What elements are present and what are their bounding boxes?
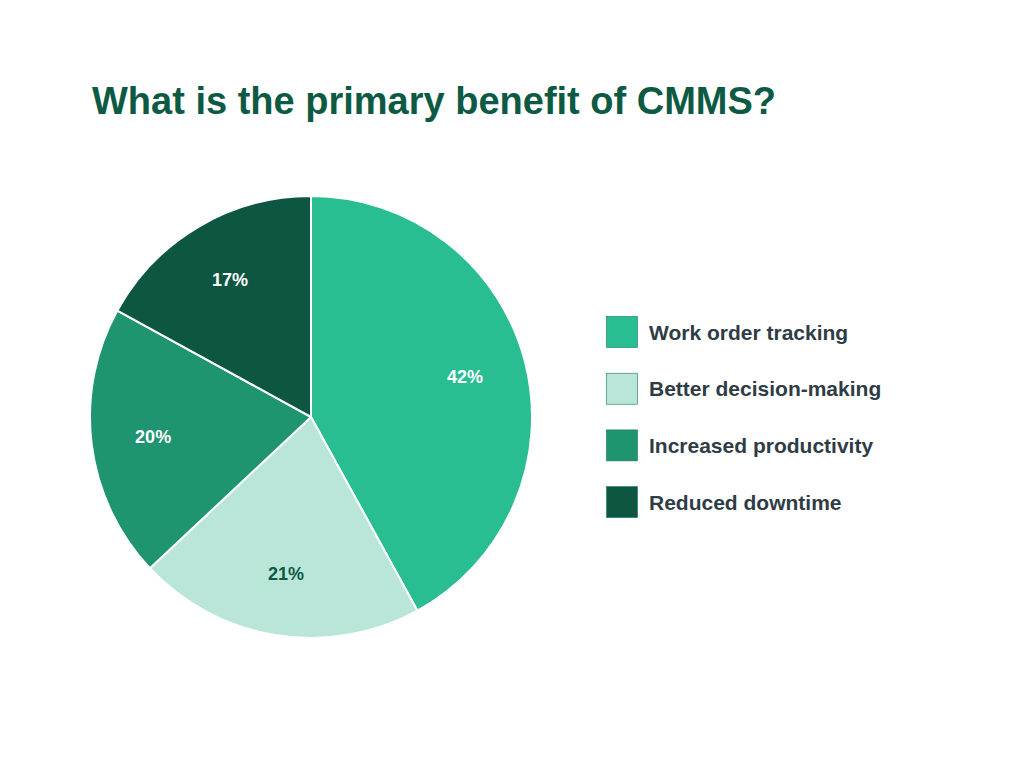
- data-label: 20%: [135, 427, 171, 447]
- chart: What is the primary benefit of CMMS? 42% 2…: [0, 0, 1024, 764]
- data-label: 42%: [447, 367, 483, 387]
- legend: Work order tracking Better decision-makin…: [607, 317, 882, 518]
- legend-label: Increased productivity: [649, 434, 873, 457]
- legend-swatch: [607, 317, 638, 348]
- legend-swatch: [607, 373, 638, 404]
- legend-swatch: [607, 487, 638, 518]
- legend-label: Better decision-making: [649, 377, 881, 400]
- legend-label: Work order tracking: [649, 321, 848, 344]
- title: What is the primary benefit of CMMS?: [92, 80, 776, 122]
- data-labels: 42% 21% 20% 17%: [135, 270, 483, 584]
- background: [0, 0, 1024, 764]
- legend-swatch: [607, 430, 638, 461]
- slices: [90, 196, 532, 638]
- pie-slice: [117, 196, 311, 417]
- legend-label: Reduced downtime: [649, 491, 842, 514]
- data-label: 21%: [268, 564, 304, 584]
- data-label: 17%: [212, 270, 248, 290]
